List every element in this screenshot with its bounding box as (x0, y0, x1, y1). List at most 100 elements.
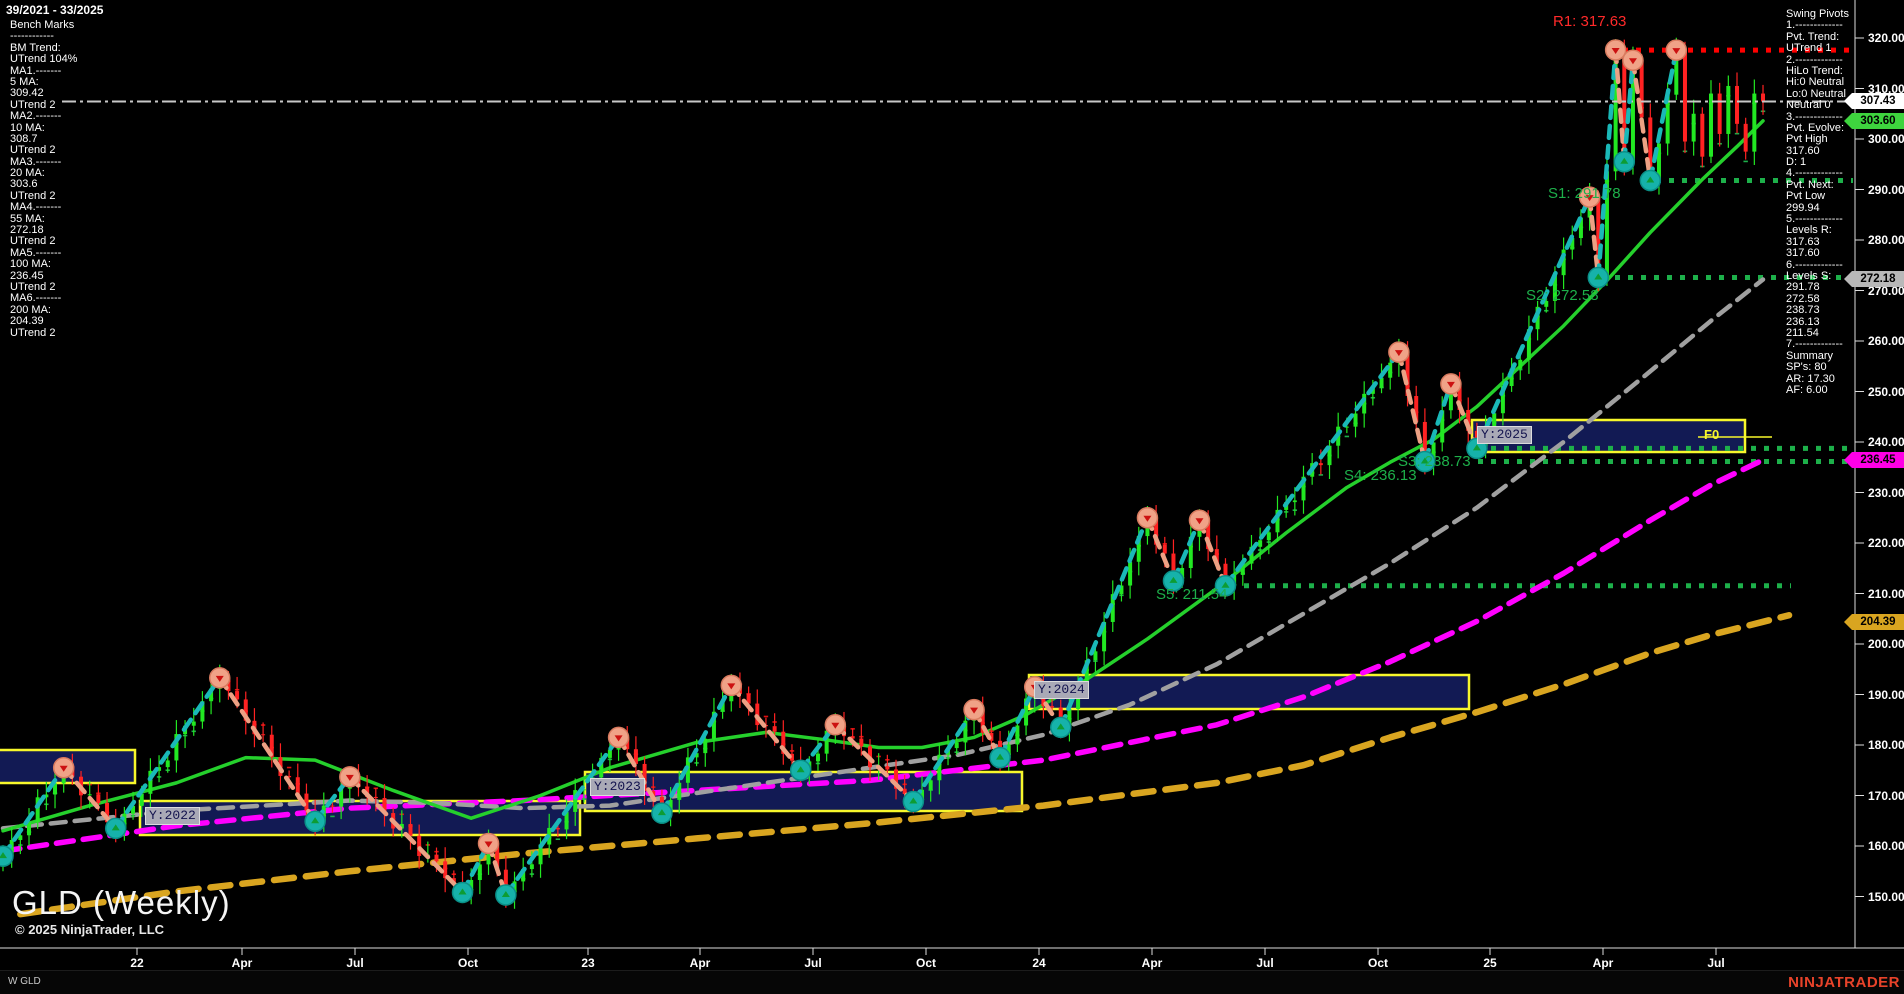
price-tag-arrow (1844, 271, 1852, 288)
swing-panel-line: 238.73 (1786, 304, 1820, 317)
time-axis-label: 23 (581, 956, 595, 970)
level-label: S1: 291.78 (1548, 185, 1621, 202)
swing-panel-line: 2.------------- (1786, 53, 1843, 66)
benchmarks-panel-line: Bench Marks (10, 19, 75, 31)
benchmarks-panel-line: 10 MA: (10, 121, 45, 134)
swing-panel-line: 236.13 (1786, 315, 1820, 328)
pivot-markers-layer (0, 39, 1688, 906)
swing-panel-line: Swing Pivots (1786, 8, 1849, 20)
swing-panel-line: 4.------------- (1786, 167, 1843, 180)
price-tick-label: 290.00 (1868, 182, 1904, 197)
swing-panel-line: Pvt. Next: (1786, 178, 1834, 191)
swing-panel-line: Hi:0 Neutral (1786, 76, 1845, 89)
price-tag-arrow (1844, 613, 1852, 630)
swing-panel-line: SP's: 80 (1786, 361, 1827, 374)
time-axis-label: 25 (1483, 956, 1497, 970)
time-axis-label: 22 (130, 956, 144, 970)
benchmarks-panel-line: 100 MA: (10, 258, 51, 271)
price-tick-label: 210.00 (1868, 586, 1904, 601)
time-axis-label: Apr (1592, 956, 1614, 970)
benchmarks-panel-line: 200 MA: (10, 303, 51, 316)
price-tick-label: 280.00 (1868, 233, 1904, 247)
benchmarks-panel-line: MA6.------- (10, 292, 62, 305)
swing-panel-line: 3.------------- (1786, 110, 1843, 123)
time-axis-label: Oct (457, 956, 479, 970)
swing-panel-line: 317.63 (1786, 235, 1820, 248)
price-tick-label: 260.00 (1868, 334, 1904, 348)
benchmarks-panel-line: 309.42 (10, 87, 44, 100)
time-axis-label: Jul (804, 956, 822, 970)
benchmarks-panel-line: UTrend 2 (10, 235, 56, 248)
year-box-label: Y:2023 (590, 778, 645, 796)
benchmarks-panel: Bench Marks ------------ BM Trend: UTrend 1… (10, 19, 77, 339)
swing-panel-line: 272.58 (1786, 292, 1820, 305)
swing-panel-line: 299.94 (1786, 201, 1820, 214)
price-tick-label: 170.00 (1868, 788, 1904, 803)
price-tick-label: 200.00 (1868, 637, 1904, 651)
level-label: S5: 211.54 (1156, 586, 1228, 603)
axes-layer (0, 0, 1904, 955)
benchmarks-panel-line: MA3.------- (10, 155, 62, 168)
level-label: S3: 238.73 (1398, 453, 1471, 470)
benchmarks-panel-line: UTrend 2 (10, 189, 56, 202)
price-tag-arrow (1844, 112, 1852, 129)
swing-panel-line: 317.60 (1786, 247, 1820, 260)
pivot-low-marker (0, 845, 14, 867)
price-tick-label: 220.00 (1868, 536, 1904, 550)
price-tag: 236.45 (1844, 451, 1904, 468)
date-range-label: 39/2021 - 33/2025 (6, 3, 104, 17)
swing-panel-line: UTrend 1 (1786, 42, 1832, 55)
benchmarks-panel-line: 236.45 (10, 269, 44, 282)
price-tick-label: 310.00 (1868, 81, 1904, 96)
f0-marker-label: F0 (1704, 427, 1720, 442)
instrument-watermark: GLD (Weekly) (12, 884, 231, 921)
swing-panel-line: 1.------------- (1786, 19, 1843, 32)
time-axis-label: Jul (1256, 956, 1274, 970)
tab-w-gld[interactable]: W GLD (8, 976, 41, 987)
copyright-label: © 2025 NinjaTrader, LLC (15, 922, 165, 937)
swing-panel-line: AR: 17.30 (1786, 372, 1835, 385)
benchmarks-panel-line: BM Trend: (10, 41, 61, 54)
status-bar: W GLD NINJATRADER (0, 970, 1904, 994)
swing-panel-line: HiLo Trend: (1786, 64, 1843, 77)
time-axis-label: 24 (1032, 956, 1046, 970)
time-axis-label: Oct (915, 956, 937, 970)
benchmarks-panel-line: 272.18 (10, 224, 44, 237)
swing-panel-line: Summary (1786, 349, 1834, 362)
benchmarks-panel-line: 5 MA: (10, 75, 39, 88)
benchmarks-panel-line: 20 MA: (10, 167, 45, 180)
time-axis-label: Apr (231, 956, 253, 970)
time-axis-label: Oct (1367, 956, 1389, 970)
price-tag: 272.18 (1844, 271, 1904, 288)
swing-panel-line: 211.54 (1786, 326, 1819, 339)
price-tag-arrow (1844, 93, 1852, 110)
swing-panel-line: Pvt. Trend: (1786, 30, 1840, 43)
benchmarks-panel-line: 308.7 (10, 132, 38, 145)
benchmarks-panel-line: MA1.------- (10, 64, 62, 77)
swing-panel-line: Levels S: (1786, 269, 1832, 282)
time-axis-label: Jul (346, 956, 364, 970)
benchmarks-panel-line: 55 MA: (10, 212, 45, 225)
price-tick-label: 190.00 (1868, 687, 1904, 702)
price-tick-label: 180.00 (1868, 738, 1904, 752)
time-axis-label: Apr (689, 956, 711, 970)
benchmarks-panel-line: MA5.------- (10, 246, 62, 259)
benchmarks-panel-line: UTrend 2 (10, 144, 56, 157)
swing-panel-line: D: 1 (1786, 156, 1807, 169)
level-label: S4: 236.13 (1344, 467, 1417, 484)
benchmarks-panel-line: MA2.------- (10, 110, 62, 123)
swing-panel-line: 291.78 (1786, 281, 1820, 294)
price-tag: 204.39 (1844, 613, 1904, 630)
price-tick-label: 240.00 (1868, 435, 1904, 449)
price-tick-label: 160.00 (1868, 839, 1904, 853)
swing-panel-line: 6.------------- (1786, 258, 1843, 271)
swing-panel-line: Pvt High (1786, 133, 1828, 146)
year-box-label: Y:2025 (1477, 426, 1532, 444)
benchmarks-panel-line: 303.6 (10, 178, 38, 191)
swing-panel-line: Levels R: (1786, 224, 1832, 237)
price-tick-label: 320.00 (1868, 31, 1904, 45)
time-axis-label: Apr (1141, 956, 1163, 970)
level-label: R1: 317.63 (1553, 13, 1627, 30)
